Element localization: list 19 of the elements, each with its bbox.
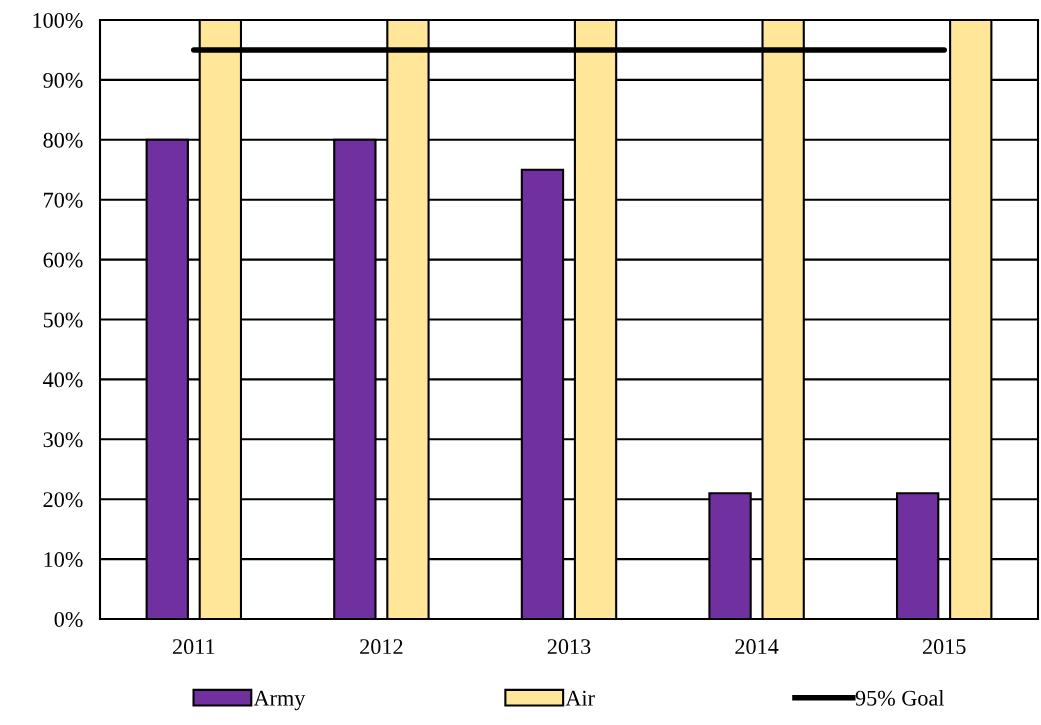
y-tick-label: 50% [43, 312, 83, 328]
y-tick-label: 60% [43, 252, 83, 268]
x-tick-label: 2013 [547, 639, 591, 655]
x-tick-label: 2011 [172, 639, 215, 655]
y-tick-label: 30% [43, 432, 83, 448]
legend-label: Army [253, 690, 306, 711]
y-tick-label: 80% [43, 132, 83, 148]
legend-label: Air [565, 690, 595, 706]
y-tick-label: 10% [44, 552, 83, 568]
x-tick-label: 2014 [735, 639, 779, 655]
x-tick-label: 2012 [360, 639, 403, 655]
legend-label: 95% Goal [855, 690, 945, 706]
y-tick-label: 20% [43, 492, 83, 508]
y-tick-label: 70% [44, 192, 83, 208]
y-tick-label: 0% [54, 611, 83, 627]
x-tick-label: 2015 [922, 639, 966, 655]
y-tick-label: 100% [33, 12, 83, 28]
y-tick-label: 90% [43, 72, 83, 88]
y-tick-label: 40% [43, 372, 83, 388]
